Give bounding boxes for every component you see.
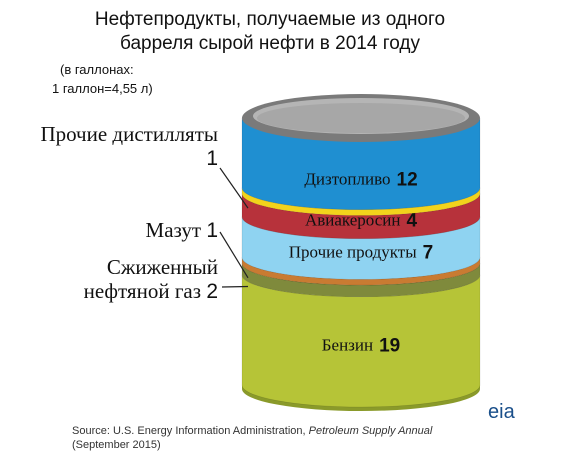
leader-line xyxy=(219,167,249,209)
barrel-lid xyxy=(242,94,480,142)
segment-value: 4 xyxy=(406,211,417,232)
segment-label: Дизтопливо 12 xyxy=(304,169,417,190)
barrel-segment xyxy=(241,216,481,280)
source-line: (September 2015) xyxy=(72,439,161,451)
barrel-segment xyxy=(241,193,481,239)
segment-value: 2 xyxy=(206,280,218,303)
segment-value: 7 xyxy=(423,243,434,264)
segment-value: 19 xyxy=(379,335,400,356)
segment-label: Прочие продукты 7 xyxy=(289,242,434,263)
title-line: барреля сырой нефти в 2014 году xyxy=(120,33,420,54)
segment-value: 12 xyxy=(397,169,418,190)
note-line: (в галлонах: xyxy=(60,62,134,77)
source-line: Source: U.S. Energy Information Administ… xyxy=(72,424,432,438)
segment-label: Прочие дистилляты 1 xyxy=(28,122,218,171)
segment-name: Прочие дистилляты xyxy=(40,122,218,146)
source-publication: Petroleum Supply Annual xyxy=(308,425,433,437)
segment-name: Дизтопливо xyxy=(304,169,390,188)
source: Source: U.S. Energy Information Administ… xyxy=(72,424,432,452)
leader-line xyxy=(219,231,249,279)
note: (в галлонах: 1 галлон=4,55 л) xyxy=(52,60,153,98)
segment-name: Прочие продукты xyxy=(289,242,418,261)
segment-name: Мазут xyxy=(145,218,202,242)
note-line: 1 галлон=4,55 л) xyxy=(52,81,153,96)
segment-label: Сжиженный нефтяной газ 2 xyxy=(28,255,218,304)
segment-value: 1 xyxy=(206,219,218,242)
title: Нефтепродукты, получаемые из одного барр… xyxy=(60,8,480,56)
segment-name: Бензин xyxy=(322,335,373,354)
source-text: Source: U.S. Energy Information Administ… xyxy=(72,425,306,437)
segment-label: Мазут 1 xyxy=(28,218,218,243)
segment-label: Бензин 19 xyxy=(322,335,400,356)
barrel-segment xyxy=(241,263,481,298)
segment-name: Сжиженный нефтяной газ xyxy=(83,255,218,303)
lid-inner xyxy=(257,103,465,133)
segment-value: 1 xyxy=(206,147,218,170)
title-line: Нефтепродукты, получаемые из одного xyxy=(94,9,446,30)
logo: eia xyxy=(488,401,516,423)
